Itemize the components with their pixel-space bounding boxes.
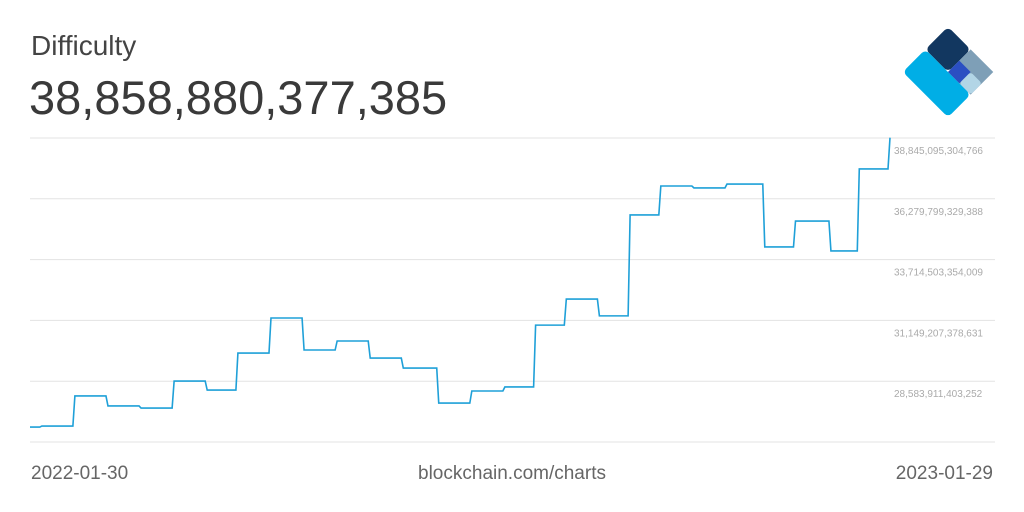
logo-tile-dark xyxy=(927,28,969,70)
y-tick-label: 38,845,095,304,766 xyxy=(894,146,983,157)
y-tick-label: 31,149,207,378,631 xyxy=(894,328,983,339)
start-date-label: 2022-01-30 xyxy=(31,463,129,484)
current-difficulty-value: 38,858,880,377,385 xyxy=(29,71,448,124)
source-label: blockchain.com/charts xyxy=(418,463,606,484)
logo-tile-light xyxy=(960,73,981,94)
end-date-label: 2023-01-29 xyxy=(895,463,993,484)
y-tick-label: 36,279,799,329,388 xyxy=(894,207,983,218)
y-tick-label: 33,714,503,354,009 xyxy=(894,268,983,279)
blockchain-logo xyxy=(904,28,994,116)
y-tick-label: 28,583,911,403,252 xyxy=(894,389,983,400)
logo-tile-gray xyxy=(948,49,994,95)
logo-tile-cyan xyxy=(904,51,969,116)
difficulty-series-line xyxy=(30,137,891,428)
chart-title: Difficulty xyxy=(31,30,137,61)
